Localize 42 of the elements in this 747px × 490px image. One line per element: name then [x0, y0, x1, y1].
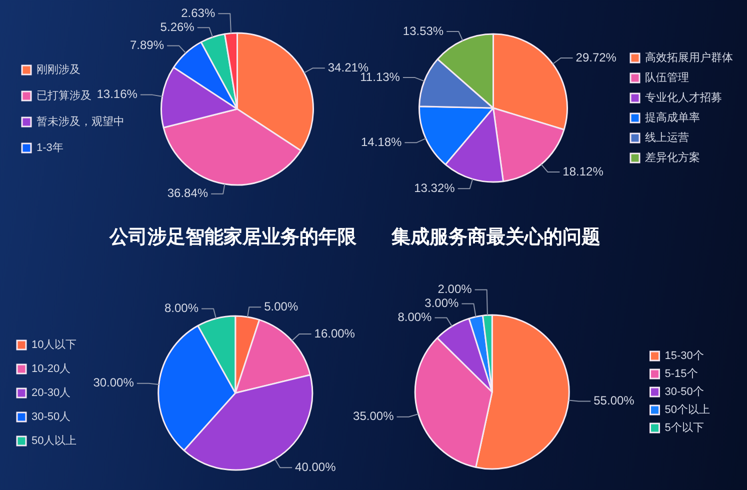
data-label: 5.26% — [160, 20, 195, 34]
data-label: 55.00% — [594, 394, 635, 408]
data-label: 14.18% — [360, 134, 402, 149]
data-label: 2.00% — [438, 282, 472, 296]
legend-label: 30-50个 — [664, 386, 704, 398]
data-label: 13.16% — [96, 87, 138, 102]
data-label: 36.84% — [167, 186, 208, 200]
data-label: 35.00% — [353, 409, 394, 424]
legend-label: 刚刚涉及 — [36, 63, 80, 76]
legend-label: 队伍管理 — [645, 72, 689, 84]
data-label: 29.72% — [576, 50, 617, 64]
legend-label: 暂未涉及，观望中 — [36, 115, 124, 128]
data-label: 5.00% — [264, 299, 298, 314]
legend-label: 专业化人才招募 — [645, 91, 722, 104]
data-label: 8.00% — [398, 310, 432, 324]
legend-label: 已打算涉及 — [36, 89, 92, 102]
data-label: 13.32% — [414, 180, 456, 195]
data-label: 7.89% — [130, 38, 164, 52]
legend-label: 20-30人 — [32, 387, 71, 400]
legend-label: 30-50人 — [32, 411, 71, 424]
data-label: 2.63% — [181, 6, 216, 20]
legend-label: 15-30个 — [664, 350, 704, 362]
legend-label: 50人以上 — [32, 434, 77, 448]
legend-label: 5个以下 — [664, 421, 704, 434]
text: 集成服务商最关心的问题 — [392, 226, 600, 250]
data-label: 18.12% — [562, 164, 604, 178]
data-label: 40.00% — [295, 460, 336, 474]
legend-label: 10-20人 — [32, 363, 71, 376]
data-label: 16.00% — [314, 326, 356, 340]
legend-label: 50个以上 — [664, 403, 710, 416]
data-label: 8.00% — [164, 301, 199, 316]
legend-label: 线上运营 — [645, 131, 689, 144]
data-label: 3.00% — [424, 296, 460, 310]
legend-label: 10人以下 — [32, 338, 77, 352]
legend-label: 1-3年 — [36, 142, 64, 154]
legend-label: 5-15个 — [664, 368, 698, 380]
text: 公司涉足智能家居业务的年限 — [110, 226, 356, 250]
legend-label: 差异化方案 — [645, 151, 700, 164]
legend-label: 提高成单率 — [645, 111, 700, 124]
data-label: 30.00% — [93, 376, 134, 390]
data-label: 13.53% — [402, 24, 444, 38]
legend-label: 高效拓展用户群体 — [645, 51, 733, 64]
